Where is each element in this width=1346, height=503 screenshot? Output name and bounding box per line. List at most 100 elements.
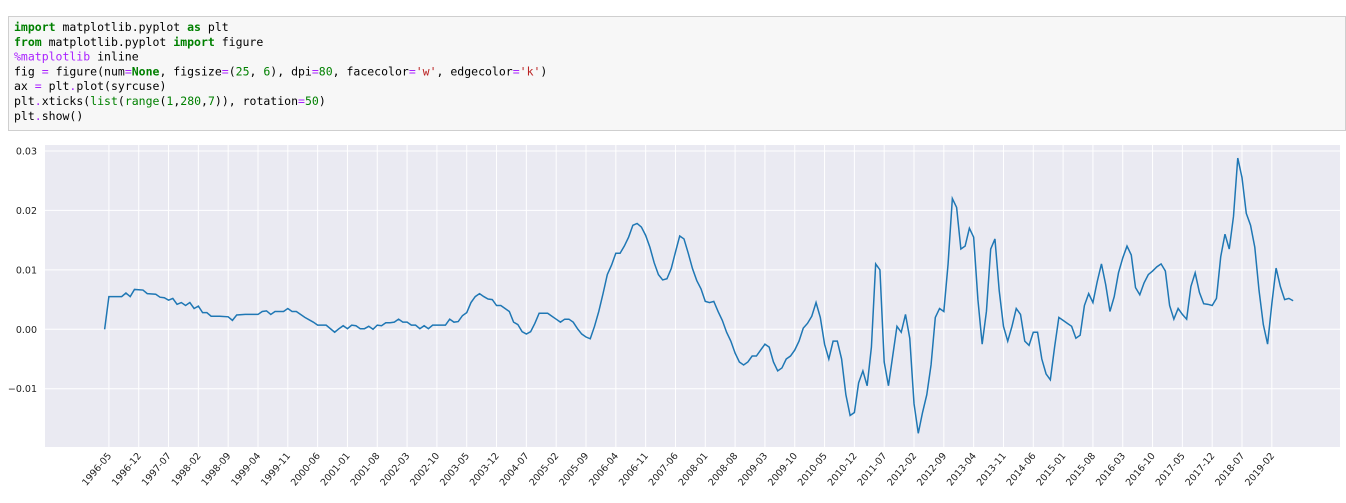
code-token: ax <box>14 79 35 93</box>
x-tick-label: 2017-05 <box>1154 451 1188 488</box>
x-tick-label: 2011-07 <box>856 451 890 488</box>
x-tick-label: 2007-06 <box>647 451 681 488</box>
code-token: = <box>312 64 319 78</box>
code-token: = <box>409 64 416 78</box>
code-token: xticks( <box>42 94 90 108</box>
code-token: 25 <box>236 64 250 78</box>
x-tick-label: 2003-05 <box>438 451 472 488</box>
code-token: = <box>513 64 520 78</box>
code-token: , facecolor <box>333 64 409 78</box>
x-tick-label: 2008-01 <box>677 451 711 488</box>
code-token: 7 <box>208 94 215 108</box>
x-tick-label: 2002-10 <box>408 451 442 488</box>
code-token: import <box>14 20 56 34</box>
code-token: ), dpi <box>270 64 312 78</box>
code-token: . <box>35 94 42 108</box>
code-token: 'k' <box>520 64 541 78</box>
x-tick-label: 1998-02 <box>170 451 204 488</box>
x-tick-label: 2017-12 <box>1184 451 1218 488</box>
code-token: 50 <box>305 94 319 108</box>
code-token: matplotlib.pyplot <box>56 20 188 34</box>
data-line <box>103 157 1294 434</box>
code-token: plt <box>14 109 35 123</box>
code-token: . <box>35 109 42 123</box>
code-line: fig = figure(num=None, figsize=(25, 6), … <box>14 64 547 78</box>
x-tick-label: 1999-04 <box>229 451 263 488</box>
code-token: ( <box>229 64 236 78</box>
code-token: plot(syrcuse) <box>76 79 166 93</box>
code-token: = <box>35 79 42 93</box>
code-token: , <box>201 94 208 108</box>
y-tick-label: 0.03 <box>16 146 37 157</box>
x-tick-label: 2013-11 <box>975 451 1009 488</box>
y-tick-label: 0.02 <box>16 206 37 217</box>
code-token: %matplotlib <box>14 50 90 64</box>
code-line: from matplotlib.pyplot import figure <box>14 35 263 49</box>
x-tick-label: 1997-07 <box>140 451 174 488</box>
code-token: ) <box>319 94 326 108</box>
code-token: 'w' <box>416 64 437 78</box>
code-token: = <box>125 64 132 78</box>
code-token: . <box>69 79 76 93</box>
x-tick-label: 2001-01 <box>319 451 353 488</box>
code-token: plt <box>42 79 70 93</box>
x-tick-label: 2014-06 <box>1005 451 1039 488</box>
code-token: list <box>90 94 118 108</box>
code-token: , edgecolor <box>437 64 513 78</box>
x-tick-label: 1996-12 <box>110 451 144 488</box>
y-tick-label: 0.01 <box>16 265 37 276</box>
x-tick-label: 2008-08 <box>706 451 740 488</box>
code-token: 280 <box>180 94 201 108</box>
code-token: ( <box>159 94 166 108</box>
x-tick-label: 2006-11 <box>617 451 651 488</box>
code-token: fig <box>14 64 42 78</box>
code-line: plt.show() <box>14 109 83 123</box>
x-tick-label: 2009-03 <box>736 451 770 488</box>
x-tick-label: 2009-10 <box>766 451 800 488</box>
y-tick-label: 0.00 <box>16 325 37 336</box>
code-token: figure(num <box>49 64 125 78</box>
code-token: )), rotation <box>215 94 298 108</box>
x-tick-label: 1996-05 <box>80 451 114 488</box>
x-tick-label: 2018-07 <box>1213 451 1247 488</box>
code-line: ax = plt.plot(syrcuse) <box>14 79 166 93</box>
x-tick-label: 2015-08 <box>1064 451 1098 488</box>
x-tick-label: 2006-04 <box>587 451 621 488</box>
x-tick-label: 2002-03 <box>378 451 412 488</box>
code-cell[interactable] <box>8 16 1346 131</box>
code-token: range <box>125 94 160 108</box>
code-token: from <box>14 35 42 49</box>
x-tick-label: 2010-05 <box>796 451 830 488</box>
x-tick-label: 2013-04 <box>945 451 979 488</box>
x-tick-label: 2000-06 <box>289 451 323 488</box>
x-tick-label: 2010-12 <box>826 451 860 488</box>
y-tick-label: −0.01 <box>8 384 37 395</box>
code-line: import matplotlib.pyplot as plt <box>14 20 229 34</box>
code-token: , <box>250 64 264 78</box>
code-token: plt <box>201 20 229 34</box>
code-token: , <box>173 94 180 108</box>
code-token: 80 <box>319 64 333 78</box>
x-tick-label: 2004-07 <box>498 451 532 488</box>
x-tick-label: 2015-01 <box>1034 451 1068 488</box>
plot-area <box>45 145 1340 447</box>
code-token: figure <box>215 35 264 49</box>
code-token: ( <box>118 94 125 108</box>
x-tick-label: 2005-09 <box>557 451 591 488</box>
x-tick-label: 2016-03 <box>1094 451 1128 488</box>
code-token: import <box>173 35 215 49</box>
code-line: plt.xticks(list(range(1,280,7)), rotatio… <box>14 94 326 108</box>
code-token: = <box>298 94 305 108</box>
x-tick-label: 2001-08 <box>349 451 383 488</box>
x-tick-label: 2003-12 <box>468 451 502 488</box>
x-tick-label: 2012-09 <box>915 451 949 488</box>
code-token: matplotlib.pyplot <box>42 35 174 49</box>
code-token: inline <box>90 50 139 64</box>
x-tick-label: 1998-09 <box>200 451 234 488</box>
code-token: plt <box>14 94 35 108</box>
code-token: = <box>222 64 229 78</box>
chart: −0.01 0.00 0.01 0.02 0.03 1996-051996-121997-… <box>8 145 1340 488</box>
x-tick-label: 2005-02 <box>528 451 562 488</box>
